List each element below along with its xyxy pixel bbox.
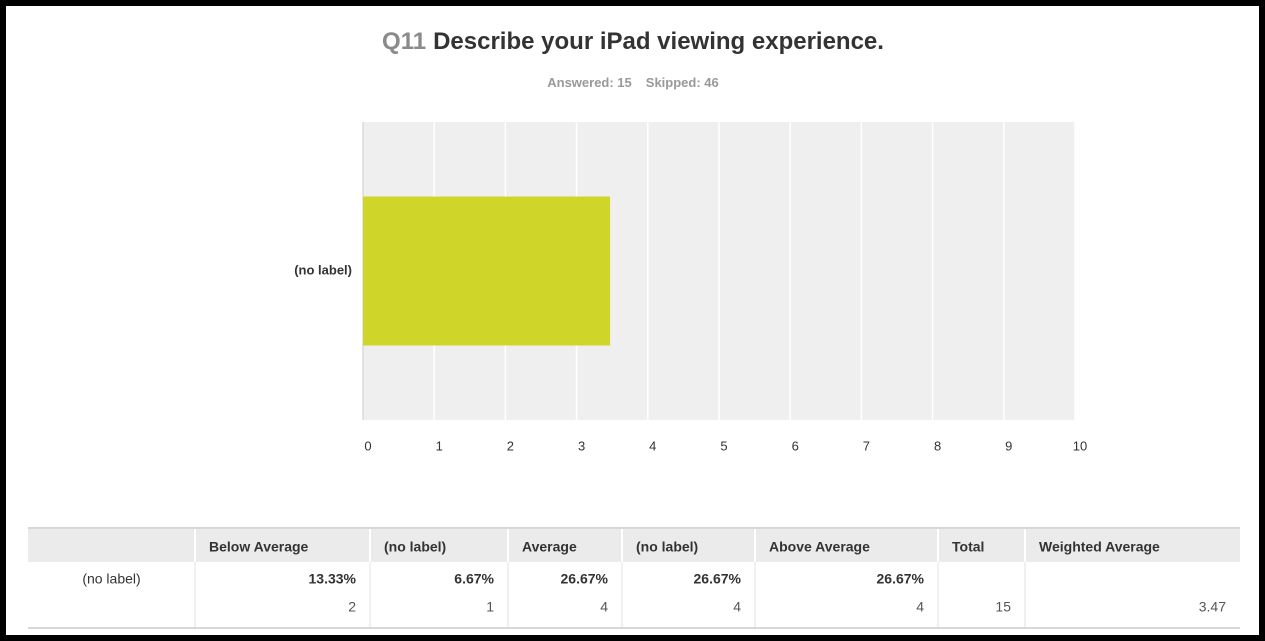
x-tick-label: 4 [649,438,656,453]
column-header: (no label) [636,539,698,555]
column-header: Weighted Average [1039,539,1160,555]
cell-percent: 6.67% [454,571,494,587]
cell-percent: 26.67% [877,571,925,587]
cell-count: 4 [600,599,608,615]
x-tick-label: 5 [720,438,727,453]
cell-weighted-average: 3.47 [1199,599,1226,615]
x-tick-label: 8 [934,438,941,453]
cell-percent: 26.67% [561,571,609,587]
cell-count: 4 [916,599,924,615]
y-tick-label: (no label) [294,262,352,277]
column-header: Above Average [769,539,870,555]
table-header [28,529,1240,562]
x-tick-label: 6 [792,438,799,453]
x-tick-label: 10 [1073,438,1087,453]
answered: Answered: 15 [547,75,632,90]
column-header: Average [522,539,577,555]
x-tick-label: 1 [436,438,443,453]
column-header: (no label) [384,539,446,555]
subtitle: Answered: 15 Skipped: 46 [547,75,719,90]
bar [363,196,611,346]
x-tick-label: 0 [364,438,371,453]
cell-count: 4 [733,599,741,615]
column-header: Below Average [209,539,309,555]
column-header: Total [952,539,984,555]
skipped: Skipped: 46 [646,75,719,90]
x-tick-label: 7 [863,438,870,453]
x-tick-label: 2 [507,438,514,453]
row-label: (no label) [82,571,140,587]
cell-percent: 26.67% [694,571,742,587]
cell-percent: 13.33% [309,571,357,587]
question-text: Describe your iPad viewing experience. [433,28,884,55]
cell-count: 1 [486,599,494,615]
x-tick-label: 3 [578,438,585,453]
cell-total: 15 [995,599,1011,615]
chart-title: Q11 Describe your iPad viewing experience… [382,28,884,55]
x-tick-label: 9 [1005,438,1012,453]
question-number: Q11 [382,28,426,55]
cell-count: 2 [348,599,356,615]
